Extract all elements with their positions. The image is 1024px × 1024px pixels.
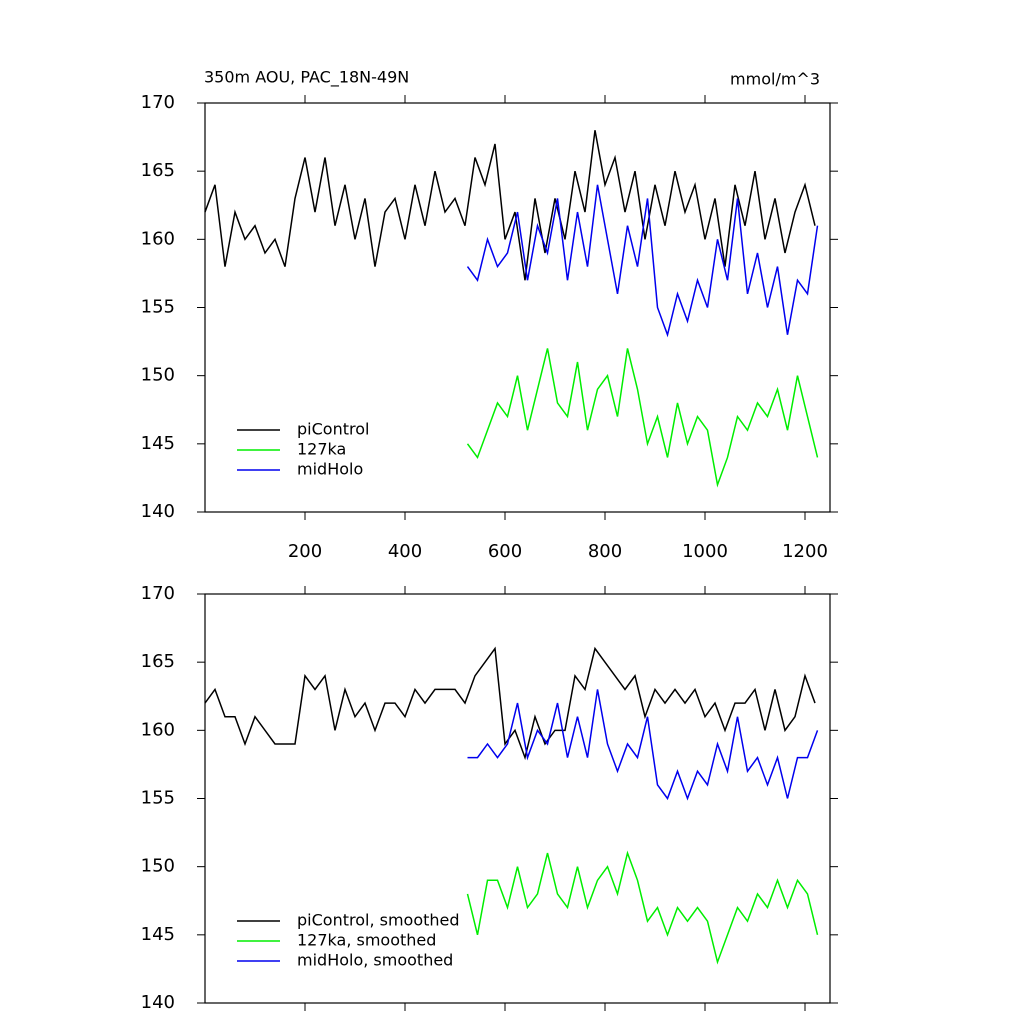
y-tick-label: 160	[141, 719, 175, 740]
legend-label: midHolo	[297, 460, 363, 479]
x-tick-label: 600	[488, 541, 522, 562]
y-tick-label: 150	[141, 856, 175, 877]
legend-label: 127ka, smoothed	[297, 931, 436, 950]
y-tick-label: 170	[141, 92, 175, 113]
legend-label: piControl, smoothed	[297, 911, 460, 930]
x-tick-label: 400	[388, 541, 422, 562]
y-tick-label: 145	[141, 433, 175, 454]
x-tick-label: 1200	[782, 541, 828, 562]
y-tick-label: 140	[141, 501, 175, 522]
y-tick-label: 155	[141, 788, 175, 809]
data-line	[204, 646, 816, 761]
data-line	[466, 348, 819, 488]
data-line	[204, 130, 816, 281]
y-tick-label: 140	[141, 992, 175, 1013]
units-label: mmol/m^3	[730, 70, 820, 89]
data-line	[466, 850, 819, 965]
y-tick-label: 155	[141, 297, 175, 318]
data-line	[466, 184, 819, 338]
legend-label: 127ka	[297, 440, 346, 459]
x-tick-label: 200	[288, 541, 322, 562]
chart-title: 350m AOU, PAC_18N-49N	[204, 68, 409, 88]
y-tick-label: 150	[141, 365, 175, 386]
x-tick-label: 1000	[682, 541, 728, 562]
y-tick-label: 160	[141, 228, 175, 249]
x-tick-label: 800	[588, 541, 622, 562]
y-tick-label: 145	[141, 924, 175, 945]
data-line	[467, 689, 819, 801]
legend-label: midHolo, smoothed	[297, 951, 453, 970]
y-tick-label: 165	[141, 651, 175, 672]
legend-label: piControl	[297, 420, 369, 439]
y-tick-label: 165	[141, 160, 175, 181]
y-tick-label: 170	[141, 583, 175, 604]
